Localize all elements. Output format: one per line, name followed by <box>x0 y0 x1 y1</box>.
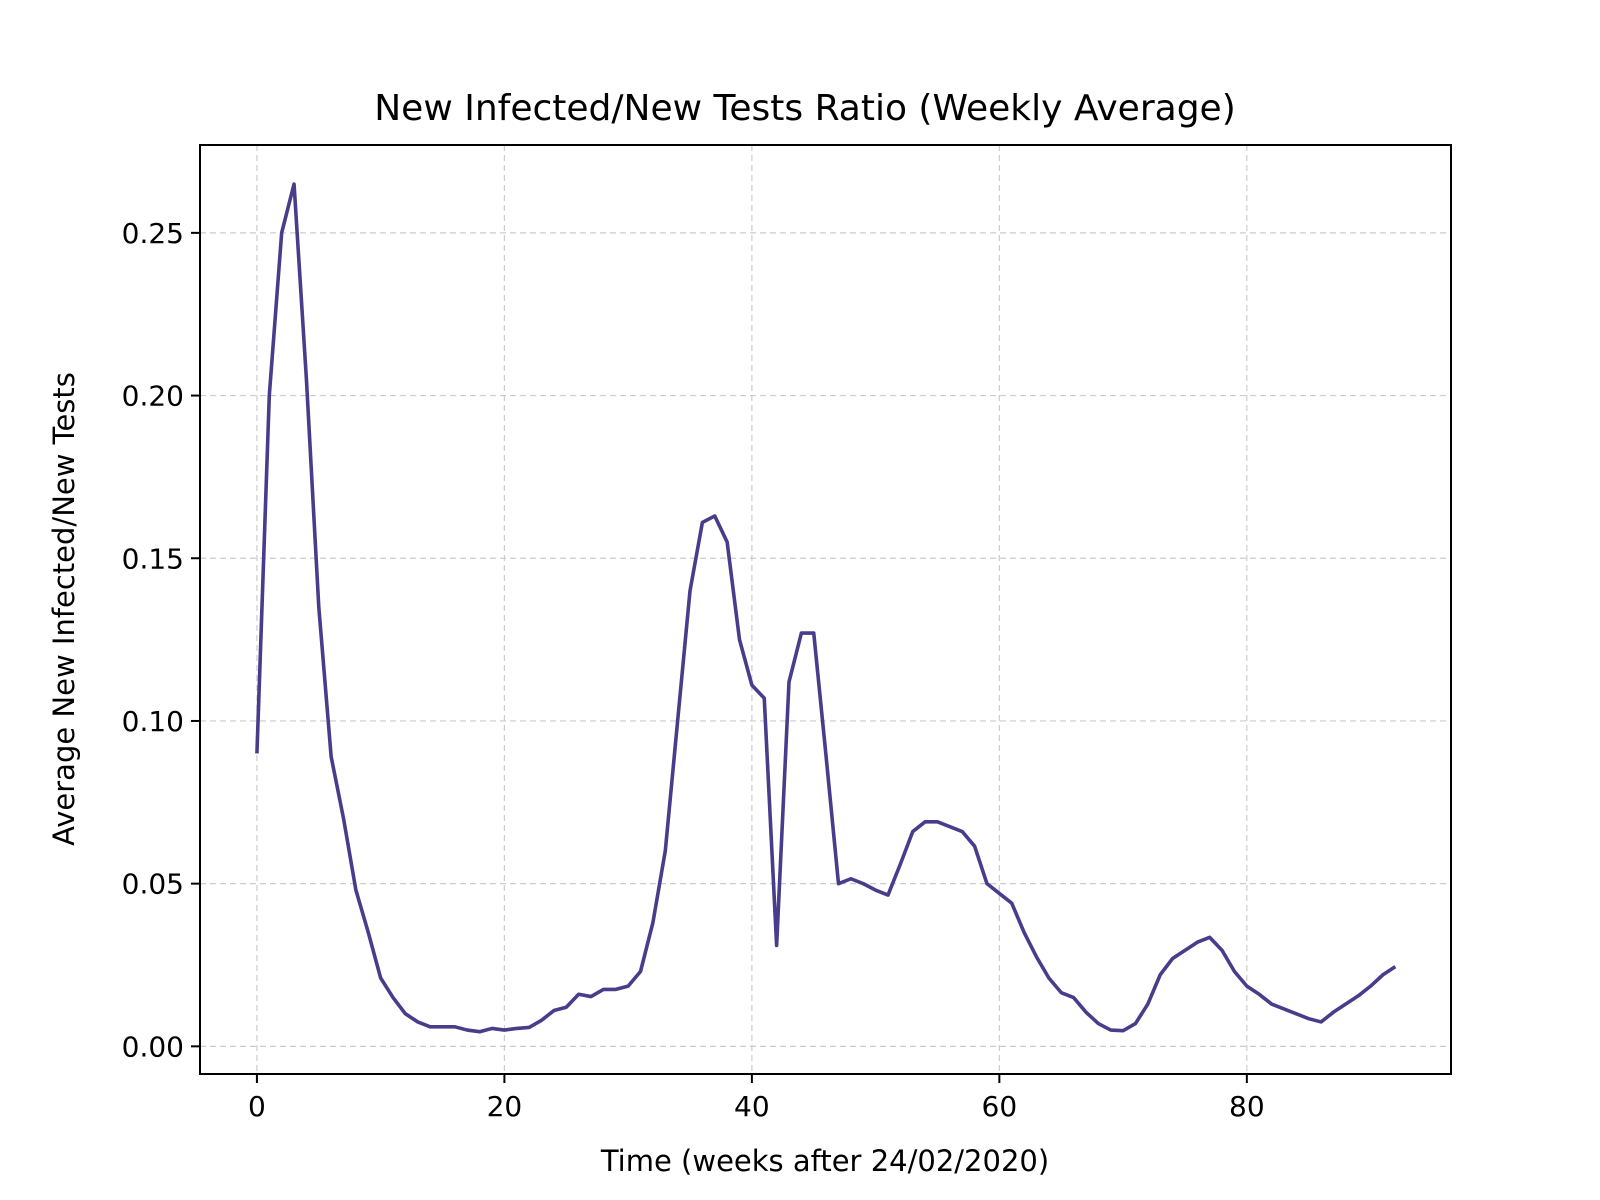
y-axis-ticks: 0.00 0.05 0.10 0.15 0.20 0.25 <box>122 217 200 1063</box>
x-tick-label: 40 <box>734 1090 770 1123</box>
series-line <box>255 182 1397 1034</box>
y-tick-label: 0.00 <box>122 1030 184 1063</box>
y-tick-label: 0.05 <box>122 868 184 901</box>
y-tick-label: 0.25 <box>122 217 184 250</box>
y-tick-label: 0.15 <box>122 542 184 575</box>
series-layer <box>255 182 1397 1034</box>
x-tick-label: 0 <box>248 1090 266 1123</box>
y-tick-label: 0.10 <box>122 705 184 738</box>
x-tick-label: 20 <box>487 1090 523 1123</box>
y-axis-label: Average New Infected/New Tests <box>47 372 81 846</box>
grid-lines <box>200 145 1451 1074</box>
x-tick-label: 80 <box>1229 1090 1265 1123</box>
chart-title: New Infected/New Tests Ratio (Weekly Ave… <box>374 88 1236 129</box>
x-tick-label: 60 <box>982 1090 1018 1123</box>
y-tick-label: 0.20 <box>122 380 184 413</box>
x-axis-label: Time (weeks after 24/02/2020) <box>600 1144 1049 1178</box>
x-axis-ticks: 0 20 40 60 80 <box>248 1074 1265 1123</box>
axes-frame <box>199 144 1452 1075</box>
